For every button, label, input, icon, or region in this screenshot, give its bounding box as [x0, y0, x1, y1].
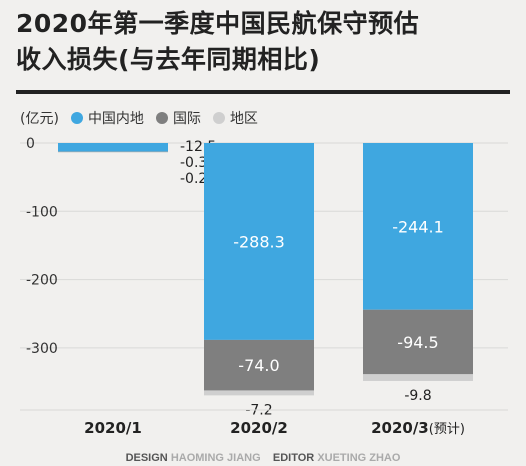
legend-item-mainland: 中国内地 — [70, 108, 144, 128]
unit-label: (亿元) — [20, 111, 59, 127]
bar-0-地区 — [58, 151, 168, 153]
value-label-1-0: -288.3 — [233, 232, 285, 251]
bar-1-国际 — [204, 339, 314, 391]
bar-2-中国内地 — [363, 143, 473, 310]
category-label-2: 2020/3(预计) — [371, 419, 465, 437]
legend-label-mainland: 中国内地 — [87, 111, 144, 127]
value-label-1-1: -74.0 — [238, 356, 279, 375]
legend-label-international: 国际 — [172, 111, 201, 127]
legend-item-regional: 地区 — [212, 108, 258, 128]
y-tick-label-1: -100 — [26, 204, 58, 220]
editor-name: XUETING ZHAO — [317, 452, 401, 464]
bar-2-地区 — [363, 374, 473, 381]
bar-chart: 0-100-200-300-12.5-0.3-0.22020/1-288.3-7… — [20, 136, 508, 437]
category-label-0: 2020/1 — [84, 419, 142, 437]
legend-swatch-mainland — [70, 112, 83, 124]
title-line-1: 2020年第一季度中国民航保守预估 — [16, 9, 420, 38]
value-label-0-1: -0.3 — [180, 155, 207, 171]
value-label-2-0: -244.1 — [392, 217, 444, 236]
legend-swatch-international — [155, 112, 168, 124]
y-tick-label-0: 0 — [26, 136, 35, 152]
title-line-2: 收入损失(与去年同期相比) — [16, 45, 321, 74]
value-label-2-1: -94.5 — [397, 333, 438, 352]
bar-1-中国内地 — [204, 143, 314, 340]
title-rule — [16, 90, 510, 94]
chart-title: 2020年第一季度中国民航保守预估 收入损失(与去年同期相比) — [16, 6, 516, 78]
bar-0-中国内地 — [58, 143, 168, 152]
value-label-0-2: -0.2 — [180, 171, 207, 187]
design-name: HAOMING JIANG — [170, 452, 261, 464]
legend-swatch-regional — [212, 112, 225, 124]
legend-item-international: 国际 — [155, 108, 201, 128]
category-label-1: 2020/2 — [230, 419, 288, 437]
bar-1-地区 — [204, 390, 314, 396]
y-tick-label-2: -200 — [26, 273, 58, 289]
bar-2-国际 — [363, 309, 473, 375]
value-label-2-2: -9.8 — [404, 388, 431, 404]
category-note-2: (预计) — [429, 422, 465, 437]
legend-label-regional: 地区 — [229, 111, 258, 127]
legend: (亿元) 中国内地 国际 地区 — [20, 108, 258, 128]
design-label: DESIGN — [125, 452, 168, 464]
credit-line: DESIGN HAOMING JIANG EDITOR XUETING ZHAO — [0, 452, 526, 464]
y-tick-label-3: -300 — [26, 341, 58, 357]
editor-label: EDITOR — [272, 452, 315, 464]
